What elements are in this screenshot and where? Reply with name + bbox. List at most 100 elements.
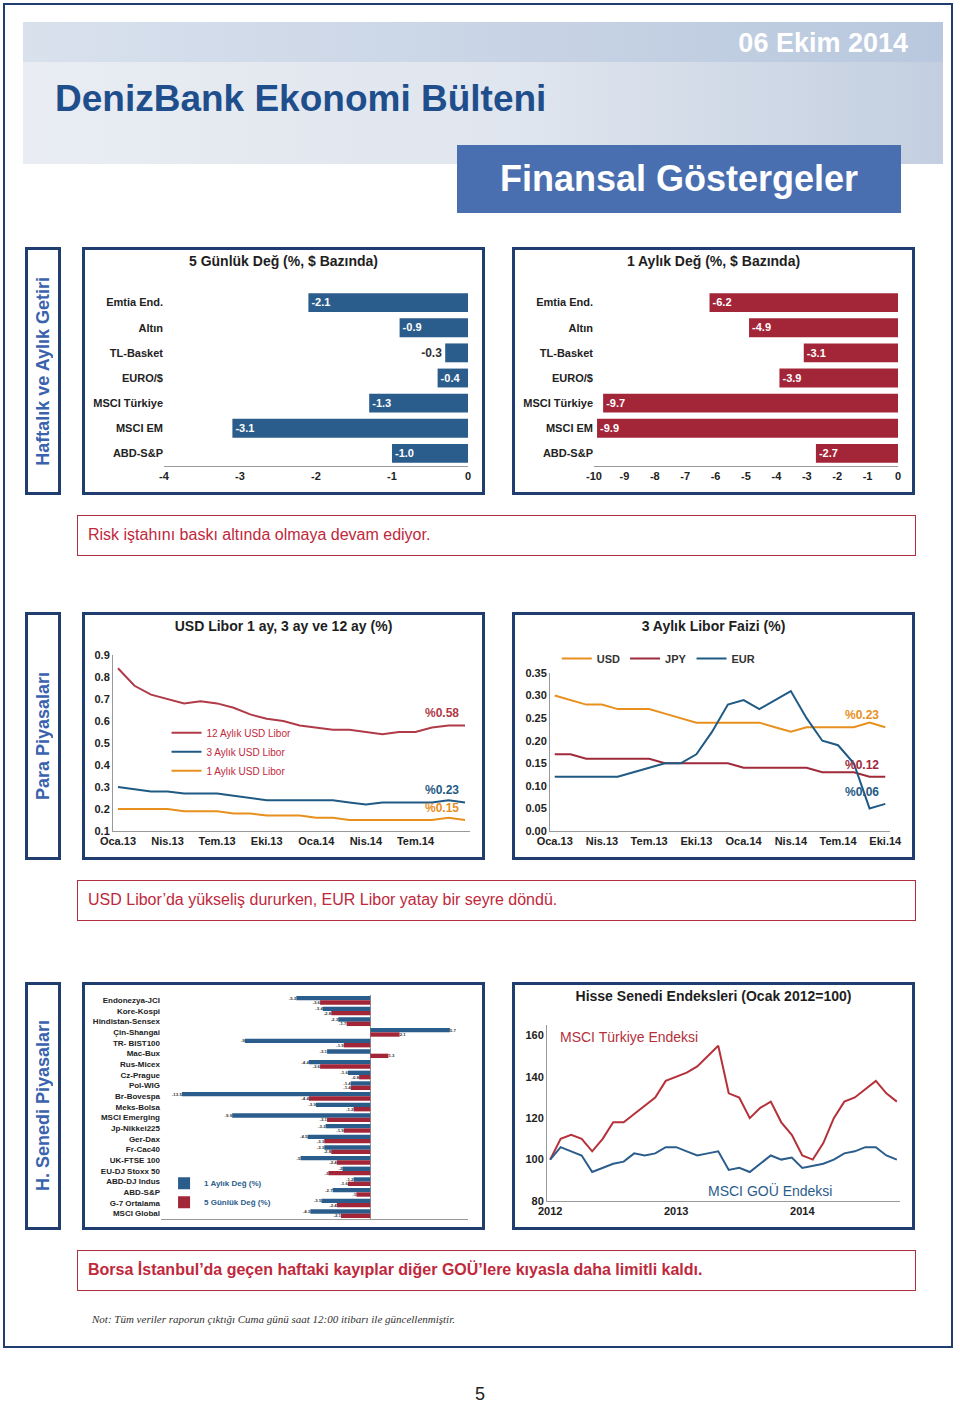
- svg-text:0.2: 0.2: [95, 803, 110, 815]
- svg-text:-3.1: -3.1: [319, 1117, 327, 1122]
- svg-text:-1: -1: [352, 1192, 356, 1197]
- svg-text:100: 100: [525, 1153, 543, 1165]
- svg-text:-9: -9: [620, 470, 630, 482]
- svg-text:-1: -1: [863, 470, 873, 482]
- svg-text:-7: -7: [680, 470, 690, 482]
- svg-text:2014: 2014: [790, 1205, 815, 1217]
- svg-text:Tem.13: Tem.13: [199, 835, 236, 847]
- svg-text:-2: -2: [311, 470, 321, 482]
- svg-text:2.1: 2.1: [400, 1032, 407, 1037]
- svg-text:0.6: 0.6: [95, 715, 110, 727]
- svg-text:EU-DJ Stoxx 50: EU-DJ Stoxx 50: [101, 1167, 161, 1176]
- svg-text:Mac-Bux: Mac-Bux: [127, 1049, 161, 1058]
- svg-text:-9.7: -9.7: [606, 397, 625, 409]
- svg-text:-10: -10: [586, 470, 602, 482]
- svg-text:%0.15: %0.15: [425, 801, 459, 815]
- svg-text:JPY: JPY: [665, 653, 686, 665]
- svg-text:-9: -9: [241, 1038, 245, 1043]
- svg-text:USD: USD: [597, 653, 620, 665]
- svg-text:0.4: 0.4: [95, 759, 111, 771]
- svg-text:Altın: Altın: [569, 322, 594, 334]
- svg-text:Br-Bovespa: Br-Bovespa: [115, 1092, 160, 1101]
- svg-text:-0.8: -0.8: [352, 1075, 360, 1080]
- svg-text:%0.12: %0.12: [845, 758, 879, 772]
- svg-text:MSCI EM: MSCI EM: [546, 422, 593, 434]
- svg-text:USD Libor 1 ay, 3 ay ve 12 ay: USD Libor 1 ay, 3 ay ve 12 ay (%): [175, 618, 393, 634]
- svg-text:0: 0: [465, 470, 471, 482]
- svg-text:-2.8: -2.8: [324, 1011, 332, 1016]
- svg-text:-3.2: -3.2: [318, 1124, 326, 1129]
- svg-text:2012: 2012: [538, 1205, 562, 1217]
- svg-text:MSCI Türkiye: MSCI Türkiye: [93, 397, 163, 409]
- svg-text:5 Günlük Değ (%): 5 Günlük Değ (%): [204, 1198, 271, 1207]
- svg-text:0.20: 0.20: [525, 735, 546, 747]
- svg-text:-4.4: -4.4: [301, 1096, 309, 1101]
- svg-text:-0.4: -0.4: [441, 372, 461, 384]
- svg-text:1.3: 1.3: [388, 1053, 395, 1058]
- svg-text:-3: -3: [324, 1171, 328, 1176]
- svg-text:0.30: 0.30: [525, 689, 546, 701]
- svg-text:5.7: 5.7: [450, 1028, 457, 1033]
- svg-text:-3: -3: [802, 470, 812, 482]
- svg-text:EURO/$: EURO/$: [552, 372, 593, 384]
- svg-text:0.1: 0.1: [95, 825, 110, 837]
- svg-text:TR- BIST100: TR- BIST100: [113, 1039, 161, 1048]
- svg-text:ABD-S&P: ABD-S&P: [113, 447, 163, 459]
- svg-text:120: 120: [525, 1112, 543, 1124]
- svg-text:0.8: 0.8: [95, 671, 110, 683]
- svg-text:Eki.13: Eki.13: [251, 835, 283, 847]
- svg-text:-8: -8: [650, 470, 660, 482]
- svg-text:1 Aylık Değ (%): 1 Aylık Değ (%): [204, 1179, 262, 1188]
- svg-text:Kore-Kospi: Kore-Kospi: [117, 1007, 160, 1016]
- svg-text:-2.8: -2.8: [324, 1149, 332, 1154]
- svg-text:Eki.14: Eki.14: [869, 835, 902, 847]
- svg-text:MSCI Türkiye: MSCI Türkiye: [523, 397, 593, 409]
- svg-text:MSCI Global: MSCI Global: [113, 1209, 160, 1218]
- svg-text:-3.1: -3.1: [235, 422, 254, 434]
- svg-text:Nis.13: Nis.13: [151, 835, 183, 847]
- svg-text:-3: -3: [235, 470, 245, 482]
- svg-text:-4: -4: [772, 470, 783, 482]
- svg-text:0.15: 0.15: [525, 757, 546, 769]
- svg-text:-4: -4: [159, 470, 170, 482]
- svg-text:Hindistan-Sensex: Hindistan-Sensex: [93, 1017, 161, 1026]
- svg-text:Emtia End.: Emtia End.: [536, 296, 593, 308]
- svg-text:-1.2: -1.2: [346, 1177, 354, 1182]
- svg-text:Fr-Cac40: Fr-Cac40: [126, 1145, 161, 1154]
- svg-text:-5.3: -5.3: [289, 996, 297, 1001]
- svg-text:-3.9: -3.9: [308, 1102, 316, 1107]
- svg-text:-1: -1: [387, 470, 397, 482]
- svg-text:Meks-Bolsa: Meks-Bolsa: [116, 1103, 161, 1112]
- svg-text:-1.9: -1.9: [336, 1043, 344, 1048]
- svg-text:%0.58: %0.58: [425, 706, 459, 720]
- svg-text:Tem.14: Tem.14: [397, 835, 435, 847]
- svg-text:-5: -5: [297, 1156, 301, 1161]
- svg-text:-2.3: -2.3: [331, 1017, 339, 1022]
- svg-text:Nis.13: Nis.13: [586, 835, 618, 847]
- svg-text:MSCI Türkiye Endeksi: MSCI Türkiye Endeksi: [560, 1029, 698, 1045]
- svg-text:-1.4: -1.4: [343, 1081, 351, 1086]
- svg-text:Altın: Altın: [139, 322, 164, 334]
- svg-text:MSCI Emerging: MSCI Emerging: [101, 1113, 160, 1122]
- svg-text:Pol-WIG: Pol-WIG: [129, 1081, 160, 1090]
- svg-text:2013: 2013: [664, 1205, 688, 1217]
- svg-text:Çin-Shangai: Çin-Shangai: [113, 1028, 160, 1037]
- svg-text:ABD-DJ Indus: ABD-DJ Indus: [106, 1177, 160, 1186]
- svg-text:0.10: 0.10: [525, 780, 546, 792]
- svg-text:-2.7: -2.7: [819, 447, 838, 459]
- svg-text:%0.23: %0.23: [845, 708, 879, 722]
- svg-text:-1.0: -1.0: [395, 447, 414, 459]
- svg-text:160: 160: [525, 1029, 543, 1041]
- svg-text:0.25: 0.25: [525, 712, 546, 724]
- svg-text:Nis.14: Nis.14: [350, 835, 383, 847]
- svg-text:-2.1: -2.1: [333, 1213, 341, 1218]
- svg-text:TL-Basket: TL-Basket: [110, 347, 164, 359]
- svg-text:Ger-Dax: Ger-Dax: [129, 1135, 161, 1144]
- svg-text:12 Aylık USD Libor: 12 Aylık USD Libor: [207, 728, 291, 739]
- svg-text:ABD-S&P: ABD-S&P: [543, 447, 593, 459]
- svg-text:-1.3: -1.3: [372, 397, 391, 409]
- svg-text:-3.4: -3.4: [315, 1006, 323, 1011]
- svg-text:MSCI GOÜ Endeksi: MSCI GOÜ Endeksi: [708, 1182, 832, 1199]
- svg-text:0: 0: [895, 470, 901, 482]
- svg-text:Endonezya-JCI: Endonezya-JCI: [103, 996, 160, 1005]
